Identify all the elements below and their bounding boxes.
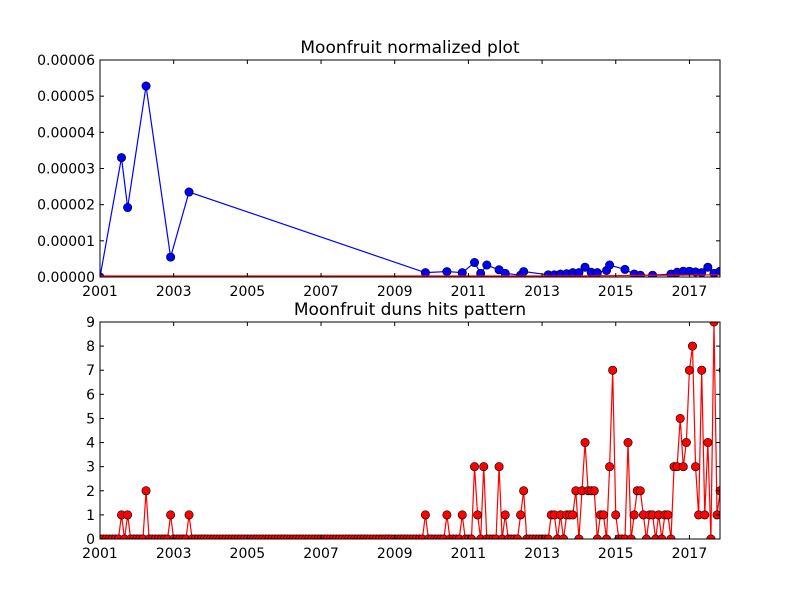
x-tick-label: 2015 bbox=[598, 546, 634, 562]
y-tick-label: 0.00003 bbox=[37, 162, 95, 178]
data-point bbox=[457, 510, 467, 520]
x-tick-label: 2005 bbox=[230, 284, 266, 300]
y-tick-label: 0.00006 bbox=[37, 53, 95, 69]
data-point bbox=[678, 462, 688, 472]
axes-frame bbox=[99, 321, 721, 540]
data-point bbox=[184, 187, 194, 197]
y-tick-label: 0.00005 bbox=[37, 89, 95, 105]
y-tick-label: 2 bbox=[86, 484, 95, 500]
data-point bbox=[470, 258, 480, 268]
data-point bbox=[709, 322, 719, 327]
x-tick-label: 2017 bbox=[672, 284, 708, 300]
x-tick-label: 2009 bbox=[377, 284, 413, 300]
data-point bbox=[697, 365, 707, 375]
data-point bbox=[635, 486, 645, 496]
data-point bbox=[605, 462, 615, 472]
data-point bbox=[116, 153, 126, 163]
x-tick-label: 2011 bbox=[451, 546, 487, 562]
data-point bbox=[519, 267, 529, 277]
data-point bbox=[611, 510, 621, 520]
data-point bbox=[442, 267, 452, 277]
x-tick-label: 2009 bbox=[377, 546, 413, 562]
data-point bbox=[420, 510, 430, 520]
x-tick-label: 2013 bbox=[524, 546, 560, 562]
data-point bbox=[598, 510, 608, 520]
series-line bbox=[100, 85, 720, 277]
plot-area bbox=[100, 322, 720, 539]
x-tick-label: 2005 bbox=[230, 546, 266, 562]
data-point bbox=[589, 486, 599, 496]
data-point bbox=[681, 438, 691, 448]
data-point bbox=[442, 510, 452, 520]
x-tick-label: 2017 bbox=[672, 546, 708, 562]
series-line bbox=[100, 322, 720, 539]
y-tick-label: 0 bbox=[86, 532, 95, 548]
data-point bbox=[500, 510, 510, 520]
axes-frame bbox=[99, 59, 721, 278]
y-tick-label: 0.00004 bbox=[37, 125, 95, 141]
data-point bbox=[166, 510, 176, 520]
data-point bbox=[166, 252, 176, 262]
y-tick-label: 5 bbox=[86, 411, 95, 427]
data-point bbox=[700, 510, 710, 520]
data-point bbox=[580, 262, 590, 272]
data-point bbox=[476, 268, 486, 277]
y-tick-label: 4 bbox=[86, 436, 95, 452]
y-tick-label: 8 bbox=[86, 339, 95, 355]
duns-hits-panel: Moonfruit duns hits pattern 2001 2003 2005… bbox=[82, 300, 721, 562]
data-point bbox=[703, 262, 713, 272]
data-point bbox=[715, 266, 720, 276]
data-point bbox=[123, 203, 133, 213]
data-point bbox=[675, 413, 685, 423]
x-tick-label: 2011 bbox=[451, 284, 487, 300]
data-point bbox=[703, 438, 713, 448]
data-point bbox=[482, 260, 492, 270]
data-point bbox=[605, 260, 615, 270]
x-tick-label: 2003 bbox=[156, 546, 192, 562]
data-point bbox=[687, 341, 697, 351]
data-point bbox=[684, 365, 694, 375]
x-tick-label: 2015 bbox=[598, 284, 634, 300]
y-tick-label: 9 bbox=[86, 315, 95, 331]
data-point bbox=[580, 438, 590, 448]
x-tick-label: 2003 bbox=[156, 284, 192, 300]
y-tick-label: 0.00002 bbox=[37, 198, 95, 214]
data-point bbox=[519, 486, 529, 496]
data-point bbox=[516, 510, 526, 520]
data-point bbox=[479, 462, 489, 472]
y-tick-label: 0.00000 bbox=[37, 270, 95, 286]
data-point bbox=[123, 510, 133, 520]
duns-hits-title: Moonfruit duns hits pattern bbox=[294, 300, 526, 320]
normalized-plot-panel: Moonfruit normalized plot 2001 2003 2005 20… bbox=[37, 38, 721, 300]
data-point bbox=[141, 486, 151, 496]
data-point bbox=[623, 438, 633, 448]
data-point bbox=[620, 264, 630, 274]
data-point bbox=[184, 510, 194, 520]
data-point bbox=[568, 510, 578, 520]
data-point bbox=[473, 510, 483, 520]
data-point bbox=[494, 462, 504, 472]
series-line bbox=[100, 274, 720, 277]
normalized-plot-title: Moonfruit normalized plot bbox=[300, 38, 520, 58]
x-tick-label: 2007 bbox=[303, 284, 339, 300]
y-tick-label: 1 bbox=[86, 508, 95, 524]
data-point bbox=[141, 81, 151, 91]
data-point bbox=[691, 462, 701, 472]
data-point bbox=[608, 365, 618, 375]
y-tick-label: 0.00001 bbox=[37, 234, 95, 250]
x-tick-label: 2007 bbox=[303, 546, 339, 562]
x-tick-label: 2013 bbox=[524, 284, 560, 300]
x-tick-label: 2001 bbox=[82, 546, 118, 562]
plot-area bbox=[100, 81, 720, 277]
y-tick-label: 7 bbox=[86, 363, 95, 379]
data-point bbox=[629, 510, 639, 520]
data-point bbox=[500, 268, 510, 277]
data-point bbox=[470, 462, 480, 472]
y-tick-label: 6 bbox=[86, 387, 95, 403]
x-tick-label: 2001 bbox=[82, 284, 118, 300]
y-tick-label: 3 bbox=[86, 460, 95, 476]
data-point bbox=[663, 510, 673, 520]
